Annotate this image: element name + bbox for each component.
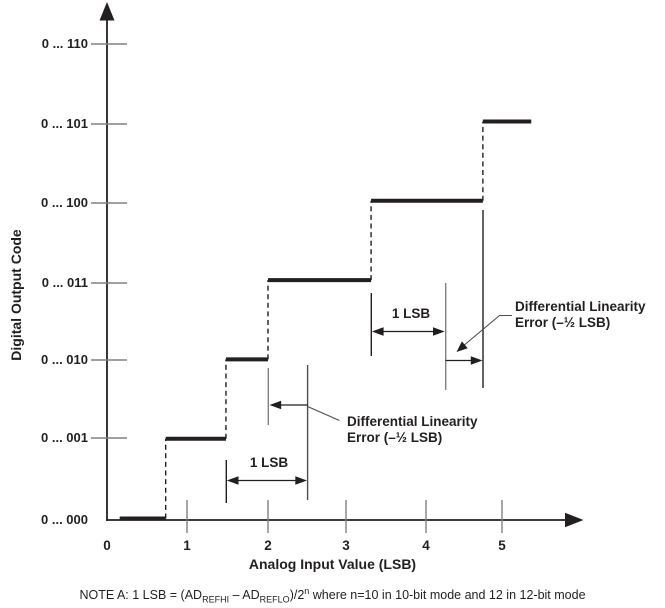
y-tick-label: 0 ... 110 bbox=[41, 36, 88, 51]
y-ticks bbox=[91, 43, 127, 439]
arrow-right-icon bbox=[295, 476, 307, 485]
dnl-error-line2: Error (–½ LSB) bbox=[515, 314, 611, 330]
x-axis-title: Analog Input Value (LSB) bbox=[248, 556, 417, 572]
y-tick-label: 0 ... 100 bbox=[41, 195, 88, 210]
arrow-right-icon bbox=[433, 327, 445, 336]
note-mid2: )/2 bbox=[289, 588, 305, 603]
x-tick-label: 5 bbox=[498, 538, 506, 553]
note-sub-refhi: REFHI bbox=[202, 594, 230, 605]
y-tick-label: 0 ... 011 bbox=[41, 275, 88, 290]
x-tick-label: 0 bbox=[103, 538, 111, 553]
note-sup-n: n bbox=[304, 586, 310, 596]
x-ticks bbox=[186, 500, 503, 533]
y-tick-label: 0 ... 000 bbox=[41, 512, 88, 527]
x-tick-label: 3 bbox=[342, 538, 350, 553]
note-sub-reflo: REFLO bbox=[259, 594, 290, 605]
dnl-error-line1: Differential Linearity bbox=[347, 414, 478, 429]
lsb-label-lower: 1 LSB bbox=[249, 455, 289, 470]
y-tick-label: 0 ... 010 bbox=[41, 352, 88, 367]
y-axis bbox=[99, 2, 115, 521]
note-mid1: – AD bbox=[229, 588, 260, 603]
arrow-down-left-icon bbox=[456, 341, 468, 352]
dnl-error-line1: Differential Linearity bbox=[515, 299, 646, 314]
dnl-error-label-upper: Differential Linearity Error (–½ LSB) bbox=[515, 299, 646, 330]
note-text: NOTE A: 1 LSB = (ADREFHI – ADREFLO)/2n w… bbox=[0, 583, 665, 608]
y-tick-label: 0 ... 001 bbox=[41, 430, 88, 445]
x-tick-label: 1 bbox=[183, 538, 191, 553]
note-suffix: where n=10 in 10-bit mode and 12 in 12-b… bbox=[309, 588, 586, 603]
x-tick-label: 2 bbox=[264, 538, 272, 553]
leader-line bbox=[458, 314, 512, 350]
x-tick-label: 4 bbox=[422, 538, 430, 553]
dnl-annotation-lower bbox=[225, 365, 340, 503]
arrow-left-icon bbox=[269, 400, 282, 410]
y-axis-arrow-icon bbox=[99, 2, 115, 21]
lsb-label-upper: 1 LSB bbox=[391, 306, 431, 321]
staircase-plot bbox=[119, 119, 532, 521]
arrow-left-icon bbox=[226, 476, 239, 485]
arrow-left-icon bbox=[371, 327, 384, 336]
x-axis bbox=[107, 512, 584, 528]
y-axis-title: Digital Output Code bbox=[8, 229, 24, 361]
y-tick-label: 0 ... 101 bbox=[41, 116, 88, 131]
dnl-annotation-upper bbox=[370, 210, 512, 390]
arrow-right-icon bbox=[470, 356, 483, 365]
note-prefix: NOTE A: 1 LSB = (AD bbox=[79, 588, 203, 603]
x-axis-arrow-icon bbox=[565, 512, 584, 528]
leader-line bbox=[307, 405, 340, 422]
dnl-error-line2: Error (–½ LSB) bbox=[347, 429, 443, 445]
dnl-error-label-lower: Differential Linearity Error (–½ LSB) bbox=[347, 414, 478, 445]
